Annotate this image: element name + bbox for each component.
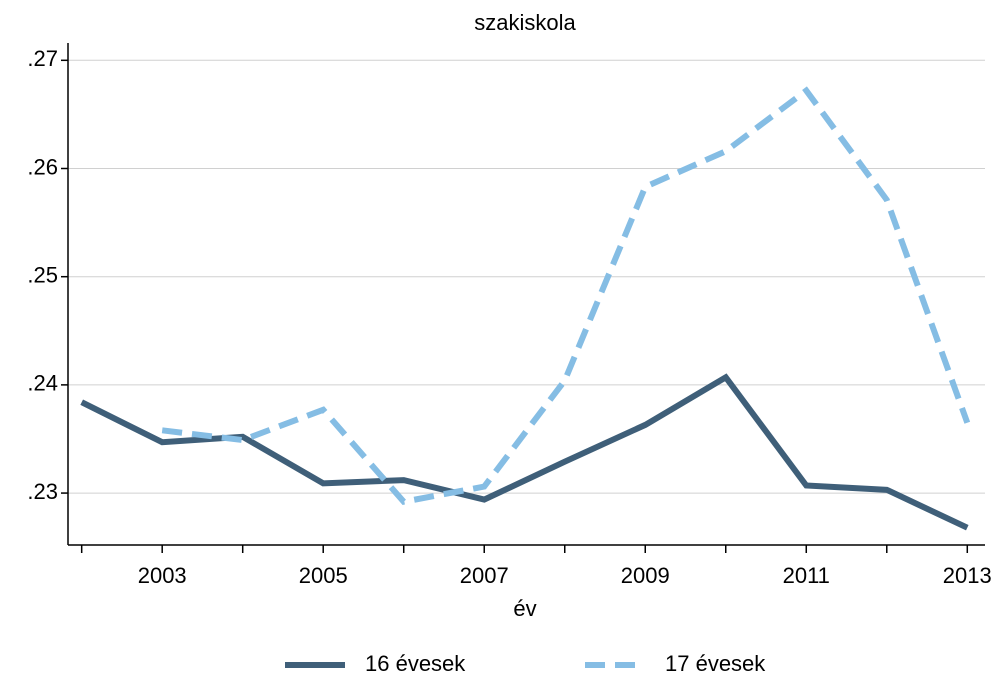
x-tick-label: 2011 — [783, 563, 830, 588]
y-tick-label: .26 — [27, 154, 58, 179]
x-tick-label: 2013 — [943, 563, 992, 588]
chart-title: szakiskola — [474, 10, 576, 35]
x-tick-label: 2003 — [138, 563, 187, 588]
x-axis-label: év — [513, 596, 536, 621]
y-tick-label: .23 — [27, 479, 58, 504]
y-tick-label: .25 — [27, 263, 58, 288]
x-tick-label: 2009 — [621, 563, 670, 588]
y-tick-label: .24 — [27, 371, 58, 396]
x-tick-label: 2005 — [299, 563, 348, 588]
y-tick-label: .27 — [27, 46, 58, 71]
legend-label: 16 évesek — [365, 651, 466, 676]
line-series — [161, 86, 971, 505]
x-tick-label: 2007 — [460, 563, 509, 588]
legend-label: 17 évesek — [665, 651, 766, 676]
line-series — [80, 373, 969, 531]
